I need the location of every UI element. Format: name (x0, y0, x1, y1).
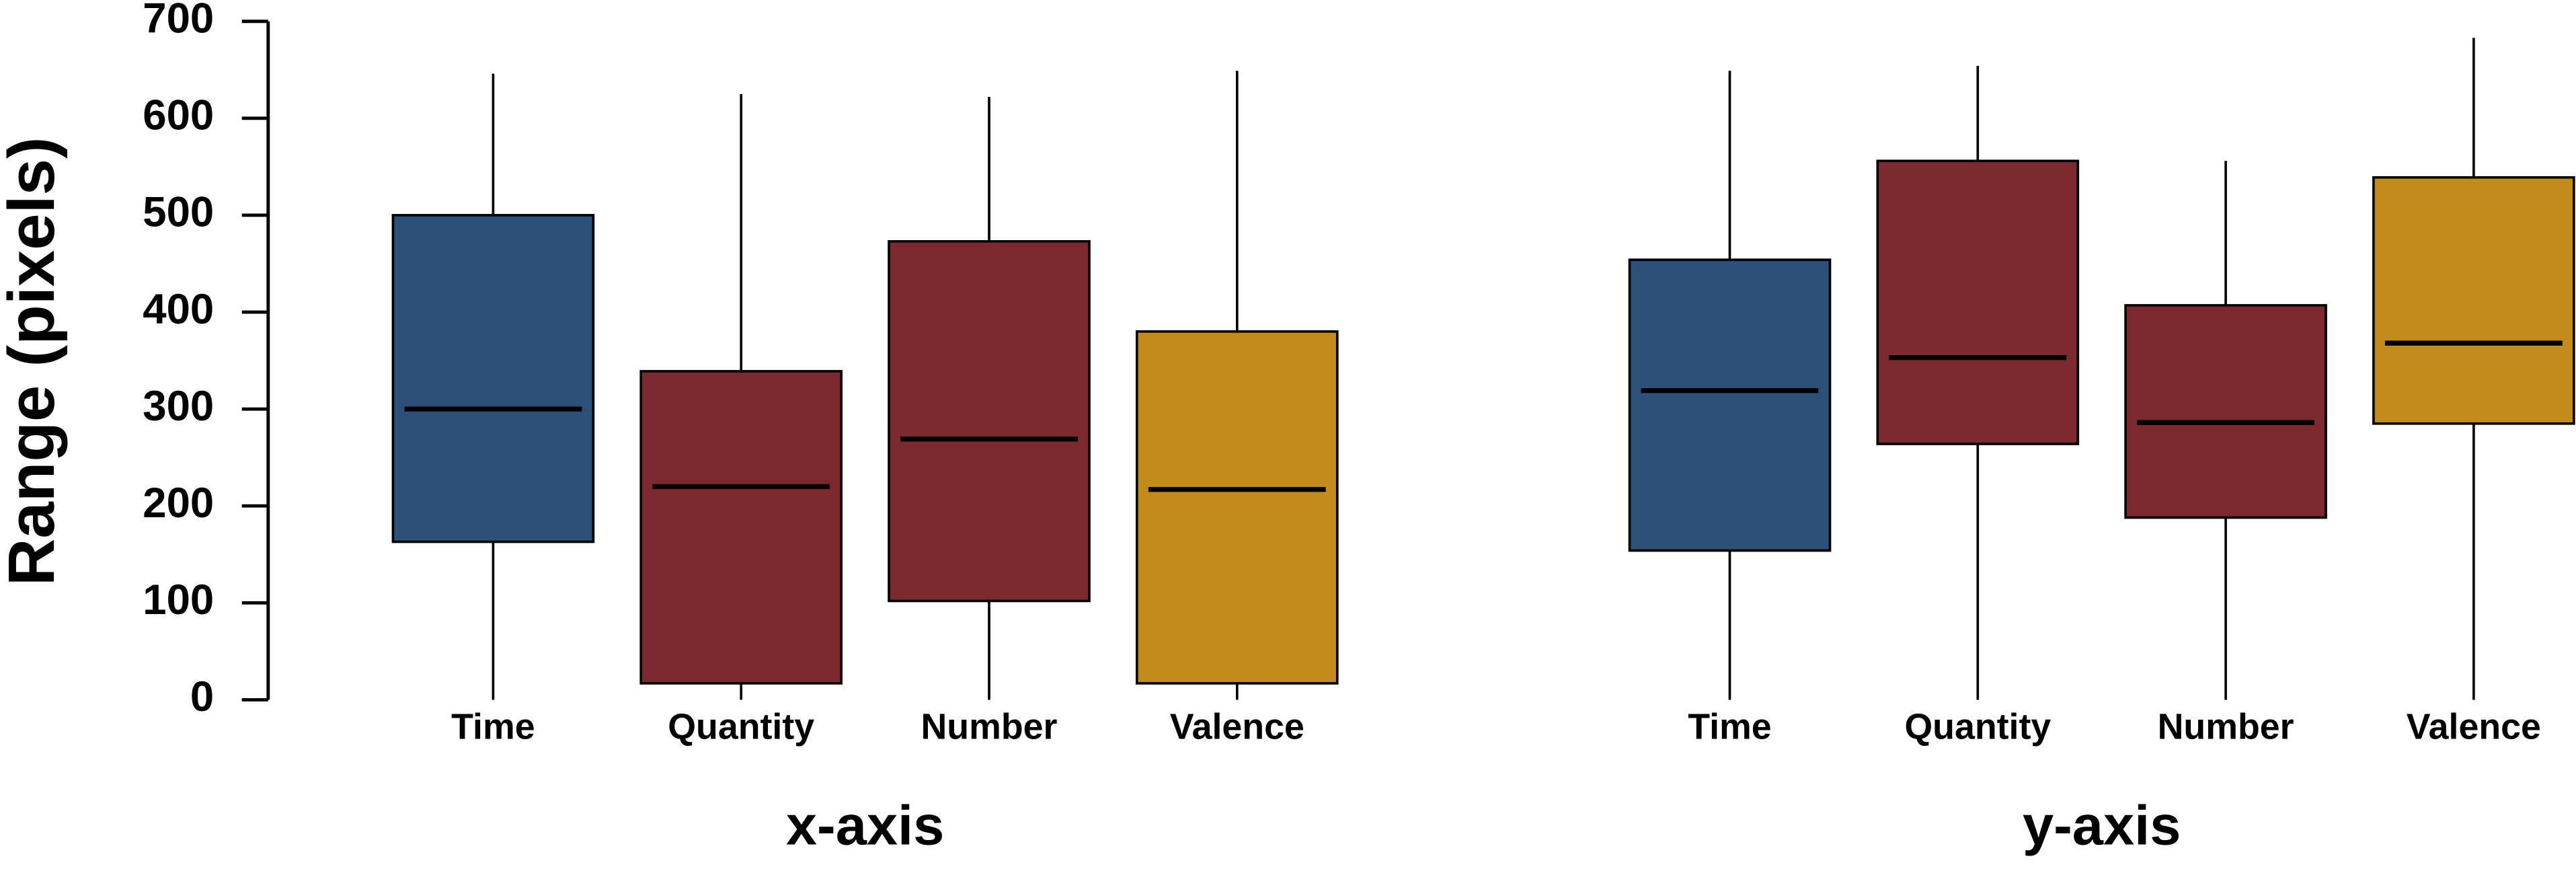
box (888, 240, 1091, 603)
y-tick-label: 200 (143, 480, 214, 527)
box (1628, 258, 1832, 552)
y-tick-label: 400 (143, 286, 214, 333)
y-tick-label: 300 (143, 383, 214, 430)
group-label: x-axis (786, 794, 944, 856)
box (2372, 176, 2575, 425)
category-label: Time (1688, 707, 1771, 747)
y-tick-label: 100 (143, 576, 214, 624)
category-label: Quantity (668, 707, 814, 747)
box (2124, 304, 2327, 519)
box (639, 370, 843, 685)
box (391, 214, 595, 543)
category-label: Number (921, 707, 1058, 747)
box (1876, 159, 2080, 445)
y-tick-label: 600 (143, 92, 214, 139)
category-label: Quantity (1904, 707, 2051, 747)
y-tick-label: 0 (190, 673, 214, 720)
group-label: y-axis (2023, 794, 2181, 856)
y-axis-label: Range (pixels) (0, 137, 68, 586)
category-label: Time (451, 707, 535, 747)
category-label: Number (2158, 707, 2294, 747)
category-label: Valence (2407, 707, 2541, 747)
y-tick-label: 500 (143, 189, 214, 236)
box (1135, 330, 1339, 685)
category-label: Valence (1170, 707, 1304, 747)
y-tick-label: 700 (143, 0, 214, 42)
